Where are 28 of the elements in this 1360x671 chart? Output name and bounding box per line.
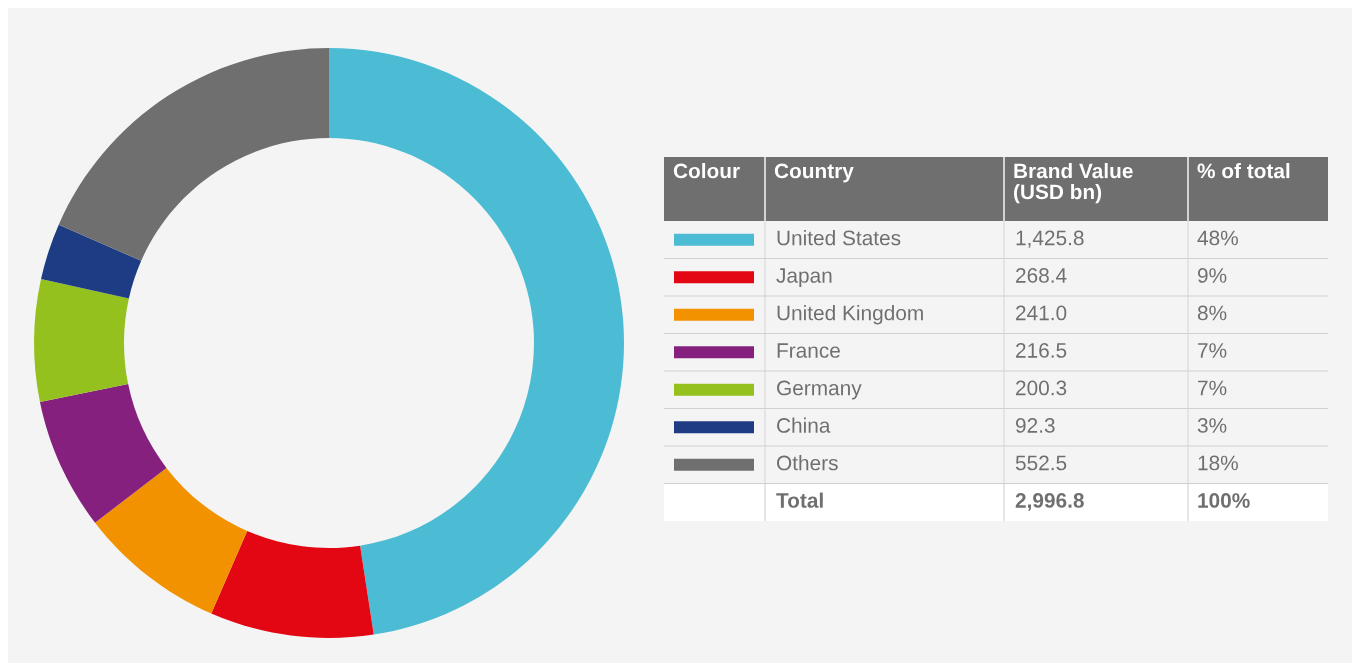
text: % of total: [1197, 163, 1290, 179]
data-label: 268.4: [1016, 268, 1067, 283]
text: Country: [774, 163, 854, 183]
text: 9%: [1197, 268, 1227, 283]
legend-label: China: [777, 417, 831, 433]
data-label: 241.0: [1016, 305, 1067, 321]
text: Total: [776, 492, 823, 508]
text: Brand Value (USD bn): [1014, 163, 1133, 204]
text: 7%: [1198, 380, 1227, 396]
legend-label: Japan: [776, 268, 832, 287]
data-label: 200.3: [1016, 380, 1067, 396]
text: 8%: [1197, 305, 1227, 321]
text: 18%: [1198, 455, 1238, 471]
legend-label: Germany: [777, 380, 862, 400]
data-label: 92.3: [1015, 418, 1055, 433]
data-label: 552.5: [1015, 455, 1067, 471]
text: 7%: [1198, 343, 1227, 358]
data-label: 216.5: [1016, 343, 1067, 358]
text: 3%: [1197, 418, 1227, 433]
text: Colour: [673, 163, 740, 179]
legend-label: Others: [776, 455, 838, 471]
data-label: 1,425.8: [1016, 230, 1084, 248]
legend-label: United States: [777, 230, 901, 246]
text: 48%: [1197, 230, 1238, 246]
legend-label: France: [777, 343, 840, 358]
text: 2,996.8: [1015, 493, 1084, 511]
legend-label: United Kingdom: [777, 305, 923, 325]
text: 100%: [1198, 493, 1250, 508]
